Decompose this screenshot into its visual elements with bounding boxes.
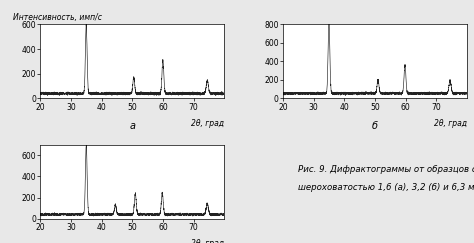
- Text: Рис. 9. Дифрактограммы от образцов с: Рис. 9. Дифрактограммы от образцов с: [298, 165, 474, 174]
- Text: в: в: [129, 241, 135, 243]
- Text: 2θ, град: 2θ, град: [434, 119, 467, 128]
- Text: шероховатостью 1,6 (а), 3,2 (б) и 6,3 мкм (в): шероховатостью 1,6 (а), 3,2 (б) и 6,3 мк…: [298, 183, 474, 192]
- Text: 2θ, град: 2θ, град: [191, 239, 224, 243]
- Text: 2θ, град: 2θ, град: [191, 119, 224, 128]
- Text: а: а: [129, 121, 135, 131]
- Text: Интенсивность, имп/с: Интенсивность, имп/с: [12, 13, 101, 22]
- Text: б: б: [372, 121, 378, 131]
